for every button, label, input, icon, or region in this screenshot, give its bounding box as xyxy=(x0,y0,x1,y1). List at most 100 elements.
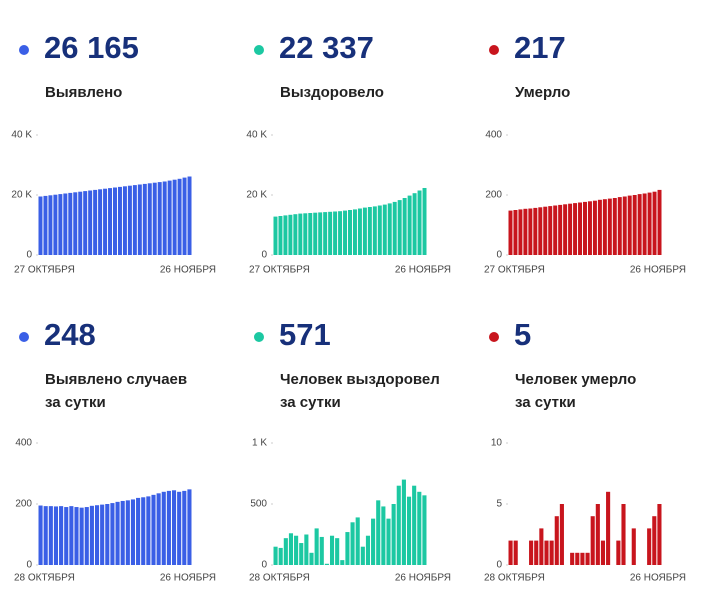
y-tick-label: 0 xyxy=(26,250,32,261)
x-tick-label: 28 ОКТЯБРЯ xyxy=(14,573,75,584)
bar xyxy=(53,194,58,255)
x-tick-label: 26 НОЯБРЯ xyxy=(630,573,686,584)
bar xyxy=(132,185,137,255)
bar xyxy=(313,212,318,255)
bar xyxy=(585,552,590,565)
bar xyxy=(597,199,602,255)
bar xyxy=(298,213,303,255)
bar xyxy=(570,552,575,565)
bar xyxy=(151,494,156,565)
bar xyxy=(273,216,278,255)
headline-number: 248 xyxy=(44,317,96,352)
bar xyxy=(113,187,117,255)
bar xyxy=(335,538,340,565)
bar xyxy=(360,546,365,565)
bar xyxy=(392,201,397,255)
bar xyxy=(381,506,386,565)
card-label: Выявлено случаев xyxy=(45,371,187,388)
bar xyxy=(578,202,583,255)
y-tick-label: 0 xyxy=(26,560,32,571)
card-label: Умерло xyxy=(515,84,570,101)
bar xyxy=(293,214,298,255)
card-label: Выздоровело xyxy=(280,84,384,101)
bar xyxy=(157,182,162,255)
bar xyxy=(602,199,607,255)
bar xyxy=(583,201,587,255)
bar xyxy=(38,505,43,565)
bar xyxy=(137,184,142,255)
bar xyxy=(84,507,89,565)
bar xyxy=(563,204,568,255)
bar xyxy=(607,198,612,255)
bar xyxy=(166,490,171,565)
x-tick-label: 27 ОКТЯБРЯ xyxy=(484,265,545,276)
bar xyxy=(518,209,523,255)
bar xyxy=(122,186,127,255)
headline-number: 571 xyxy=(279,317,331,352)
card-label: Человек умерло xyxy=(515,371,636,388)
headline-number: 5 xyxy=(514,317,531,352)
bar xyxy=(338,211,343,255)
bar xyxy=(513,210,518,255)
bar xyxy=(558,204,563,255)
bar xyxy=(172,179,177,255)
bar xyxy=(103,188,108,255)
bar xyxy=(53,506,59,565)
bar xyxy=(182,177,187,255)
bar xyxy=(141,497,146,565)
bar xyxy=(622,196,627,255)
bar xyxy=(647,528,652,565)
bar xyxy=(329,535,335,565)
headline-number: 217 xyxy=(514,30,566,65)
bar xyxy=(108,188,113,255)
bar xyxy=(396,485,401,565)
bar xyxy=(343,210,348,255)
y-tick-label: 40 K xyxy=(246,130,267,141)
bar xyxy=(100,504,105,565)
bar xyxy=(539,528,544,565)
status-dot xyxy=(489,45,499,55)
bar xyxy=(105,504,110,565)
bar xyxy=(283,215,288,255)
bar xyxy=(397,200,402,255)
x-tick-label: 27 ОКТЯБРЯ xyxy=(14,265,75,276)
bar xyxy=(127,185,132,255)
bar xyxy=(152,182,157,255)
y-tick-label: 0 xyxy=(496,250,502,261)
bar xyxy=(587,201,592,255)
bar xyxy=(417,190,422,255)
bar xyxy=(422,495,427,565)
bar xyxy=(371,518,376,565)
bar xyxy=(523,208,528,255)
x-tick-label: 28 ОКТЯБРЯ xyxy=(249,573,310,584)
bar xyxy=(590,516,595,565)
y-tick-label: 0 xyxy=(261,560,267,571)
bar xyxy=(355,517,360,565)
bar xyxy=(98,189,103,255)
bar xyxy=(177,178,182,255)
bar xyxy=(69,506,74,565)
y-tick-label: 400 xyxy=(485,130,502,141)
bar xyxy=(573,203,578,255)
bar xyxy=(422,187,427,255)
bar xyxy=(83,191,88,255)
y-tick-label: 200 xyxy=(485,190,502,201)
bar xyxy=(68,192,73,255)
y-tick-label: 200 xyxy=(15,499,32,510)
bar xyxy=(357,208,362,255)
bar xyxy=(657,189,662,255)
bar xyxy=(294,535,299,565)
bar xyxy=(350,522,355,565)
bar xyxy=(78,191,83,255)
bar xyxy=(508,540,513,565)
status-dot xyxy=(19,45,29,55)
bar xyxy=(161,491,166,565)
headline-number: 26 165 xyxy=(44,30,139,65)
bar xyxy=(58,194,63,255)
x-tick-label: 26 НОЯБРЯ xyxy=(395,573,451,584)
card-label: за сутки xyxy=(515,394,576,411)
bar xyxy=(146,496,151,565)
bar xyxy=(304,534,309,565)
bar xyxy=(533,207,538,255)
